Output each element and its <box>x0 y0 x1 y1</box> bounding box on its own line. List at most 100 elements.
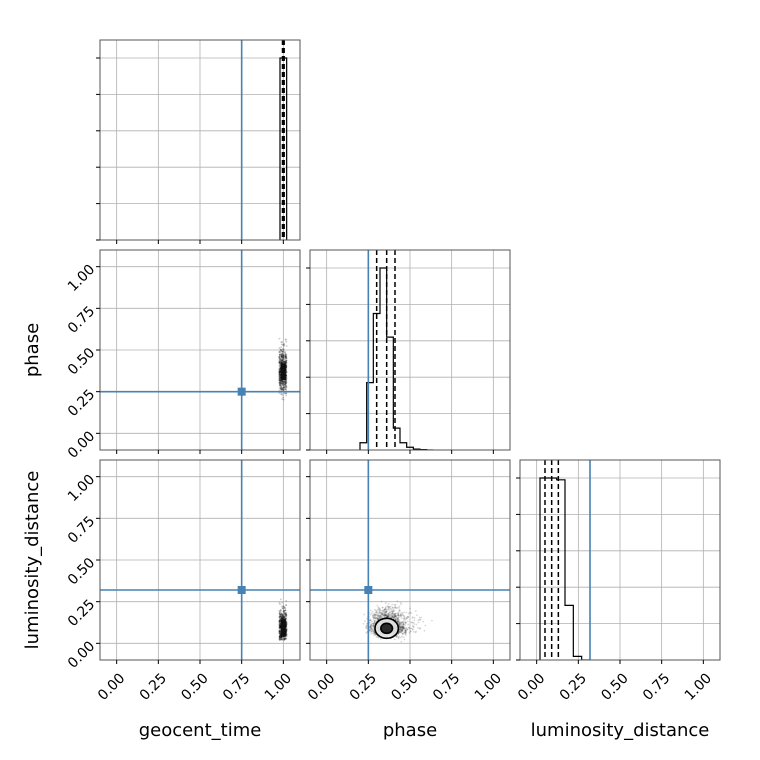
sample-point <box>282 637 285 640</box>
sample-point <box>369 624 372 626</box>
sample-point <box>278 381 281 384</box>
sample-point <box>284 618 287 620</box>
sample-point <box>279 615 282 618</box>
sample-point <box>369 629 371 631</box>
sample-point <box>285 392 288 395</box>
sample-point <box>279 348 282 351</box>
sample-point <box>284 387 287 390</box>
x-axis-label-phase: phase <box>383 720 437 741</box>
sample-point <box>279 373 282 376</box>
sample-point <box>282 348 285 351</box>
sample-point <box>390 616 393 619</box>
sample-point <box>285 360 288 363</box>
sample-point <box>284 354 287 357</box>
sample-point <box>402 623 405 626</box>
sample-point <box>405 627 408 630</box>
sample-point <box>278 367 281 370</box>
sample-point <box>412 630 415 633</box>
density-fill-inner <box>380 623 393 634</box>
sample-point <box>279 380 282 383</box>
x-tick-label: 0.75 <box>220 670 253 703</box>
sample-point <box>398 624 401 626</box>
sample-point <box>408 626 411 629</box>
sample-point <box>397 611 400 614</box>
sample-point <box>279 634 281 637</box>
sample-point <box>285 375 288 378</box>
sample-point <box>396 620 399 623</box>
sample-point <box>392 615 394 618</box>
sample-point <box>399 636 402 639</box>
sample-point <box>401 626 403 629</box>
sample-point <box>370 627 372 629</box>
sample-point <box>284 637 287 640</box>
sample-point <box>382 614 385 617</box>
sample-point <box>284 617 287 620</box>
sample-point <box>280 349 283 352</box>
sample-point <box>285 638 288 640</box>
sample-point <box>284 383 287 386</box>
sample-point <box>282 381 285 384</box>
sample-point <box>403 631 406 634</box>
sample-point <box>279 373 282 376</box>
sample-point <box>283 386 286 388</box>
sample-point <box>284 613 286 616</box>
sample-point <box>283 638 286 641</box>
sample-point <box>281 382 283 385</box>
sample-point <box>368 626 371 629</box>
sample-point <box>281 607 284 609</box>
sample-point <box>278 370 281 372</box>
sample-point <box>285 628 288 631</box>
sample-point <box>417 627 420 629</box>
sample-point <box>278 369 281 372</box>
sample-point <box>280 359 283 362</box>
sample-point <box>279 620 281 623</box>
sample-point <box>382 610 385 613</box>
sample-point <box>278 615 281 617</box>
sample-point <box>278 379 281 382</box>
sample-point <box>281 361 284 364</box>
sample-point <box>284 637 287 639</box>
sample-point <box>284 356 287 359</box>
sample-point <box>373 632 375 634</box>
sample-point <box>411 624 414 627</box>
sample-point <box>279 609 282 611</box>
sample-point <box>410 612 412 615</box>
sample-point <box>280 636 283 639</box>
sample-point <box>379 616 382 619</box>
sample-point <box>278 620 281 623</box>
sample-point <box>283 637 286 640</box>
sample-point <box>278 635 281 638</box>
sample-point <box>284 351 287 354</box>
sample-point <box>402 627 405 629</box>
sample-point <box>281 615 284 618</box>
sample-point <box>282 388 285 391</box>
sample-point <box>278 371 281 374</box>
sample-point <box>279 624 281 626</box>
sample-point <box>284 379 287 382</box>
sample-point <box>279 386 282 389</box>
sample-point <box>279 618 282 621</box>
sample-point <box>394 614 397 617</box>
sample-point <box>279 631 282 634</box>
sample-point <box>279 377 281 380</box>
sample-point <box>396 614 398 617</box>
sample-point <box>370 624 373 626</box>
sample-point <box>284 356 287 359</box>
sample-point <box>369 626 371 629</box>
sample-point <box>280 617 283 619</box>
sample-point <box>282 354 285 357</box>
sample-point <box>386 616 389 618</box>
sample-point <box>389 605 392 608</box>
sample-point <box>282 360 284 363</box>
sample-point <box>282 382 285 385</box>
sample-point <box>285 381 288 384</box>
sample-point <box>280 381 283 384</box>
sample-point <box>280 388 283 391</box>
sample-point <box>394 603 397 606</box>
sample-point <box>278 373 281 376</box>
sample-point <box>285 614 288 617</box>
sample-point <box>403 615 405 617</box>
sample-point <box>372 616 375 619</box>
sample-point <box>404 631 407 634</box>
sample-point <box>281 380 284 383</box>
